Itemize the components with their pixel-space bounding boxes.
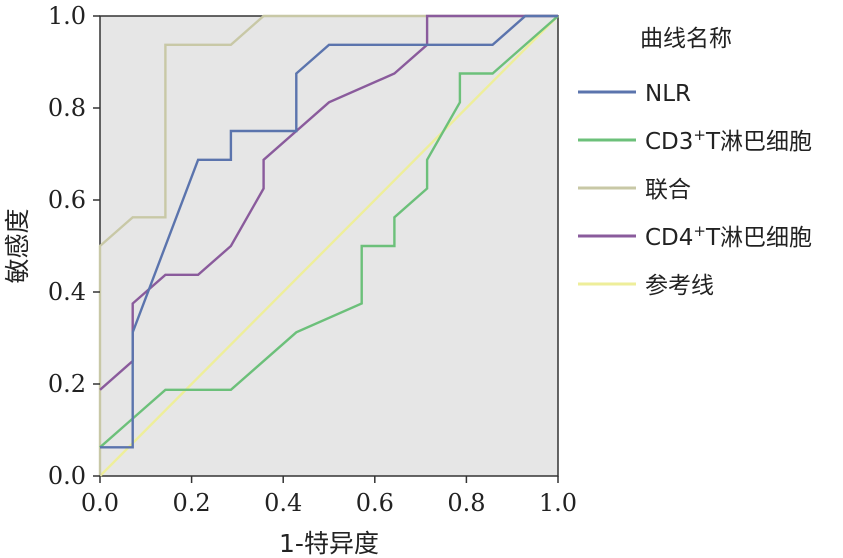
series-line-2 [98, 14, 558, 476]
axis-layer: 0.0 0.2 0.4 0.6 0.8 1.0 0.0 0.2 0.4 0.6 0.8 1.0 [48, 2, 577, 517]
x-tick-label: 0.2 [173, 489, 211, 517]
x-tick-label: 1.0 [539, 489, 577, 517]
legend-label-0: NLR [645, 81, 691, 107]
y-tick-label: 0.6 [48, 186, 86, 214]
series-layer [98, 14, 559, 477]
x-tick-label: 0.4 [264, 489, 302, 517]
legend-label-4: 参考线 [645, 273, 714, 299]
y-tick-label: 0.4 [48, 278, 86, 306]
x-tick-label: 0.6 [356, 489, 394, 517]
y-tick-label: 0.0 [48, 462, 86, 490]
legend-label-2: 联合 [645, 177, 691, 203]
series-line-4 [99, 15, 559, 477]
y-tick-label: 1.0 [48, 2, 86, 30]
series-line-0 [100, 14, 558, 449]
y-tick-label: 0.8 [48, 94, 86, 122]
y-tick-label: 0.2 [48, 370, 86, 398]
x-tick-label: 0.0 [81, 489, 119, 517]
legend-label-1: CD3+T淋巴细胞 [645, 126, 812, 155]
series-line-1 [99, 15, 559, 449]
legend-label-3: CD4+T淋巴细胞 [645, 222, 812, 251]
y-axis-title: 敏感度 [3, 208, 32, 283]
legend-title: 曲线名称 [640, 26, 732, 52]
x-tick-label: 0.8 [447, 489, 485, 517]
x-axis-title: 1-特异度 [279, 529, 379, 558]
